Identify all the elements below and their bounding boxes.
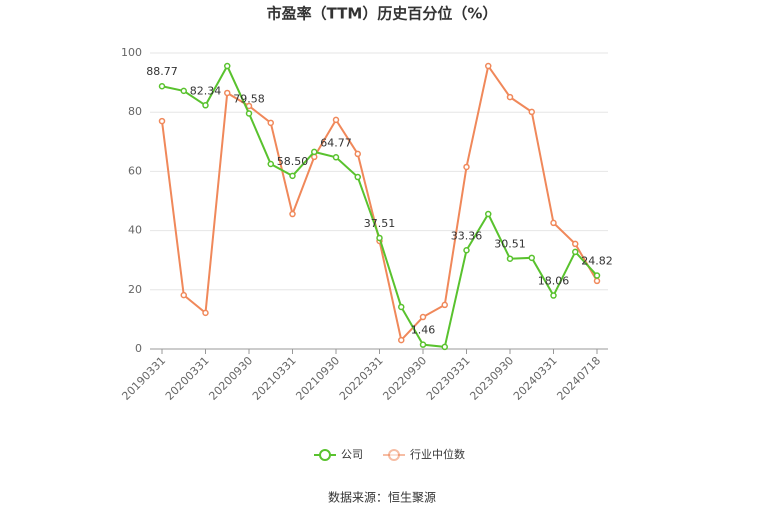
data-point — [485, 210, 492, 218]
y-tick-label: 80 — [128, 105, 142, 118]
series-line — [161, 63, 598, 349]
x-tick-label: 20230930 — [467, 354, 516, 403]
legend-label: 公司 — [341, 448, 363, 461]
data-point — [506, 255, 514, 262]
y-tick-label: 100 — [121, 46, 142, 59]
data-point — [202, 309, 209, 317]
source-note: 数据来源：恒生聚源 — [328, 490, 436, 505]
data-label: 30.51 — [494, 238, 526, 251]
series-line — [161, 63, 598, 343]
x-tick-label: 20220331 — [337, 354, 386, 403]
data-point — [376, 234, 383, 242]
data-point — [572, 248, 579, 256]
data-point — [267, 119, 274, 127]
data-point — [354, 150, 361, 158]
x-tick-label: 20190331 — [119, 354, 168, 403]
data-label: 18.06 — [538, 275, 570, 288]
data-point — [550, 292, 557, 299]
legend-label: 行业中位数 — [410, 447, 465, 461]
data-point — [180, 87, 187, 95]
data-point — [463, 163, 470, 171]
legend-marker — [388, 449, 400, 461]
data-point — [398, 336, 405, 344]
data-label: 33.36 — [451, 229, 483, 242]
data-point — [202, 102, 209, 109]
data-point — [224, 89, 231, 97]
data-point — [506, 93, 514, 101]
x-tick-label: 20200930 — [206, 354, 255, 403]
x-tick-label: 20210331 — [250, 354, 299, 403]
data-point — [419, 313, 427, 321]
data-point — [485, 62, 492, 70]
chart-title: 市盈率（TTM）历史百分位（%） — [267, 5, 498, 23]
data-point — [572, 240, 579, 248]
x-tick-label: 20210930 — [293, 354, 342, 403]
legend-marker — [319, 449, 331, 461]
data-label: 88.77 — [146, 65, 178, 78]
data-point — [463, 247, 470, 254]
data-point — [224, 62, 231, 70]
data-point — [550, 219, 557, 227]
data-label: 37.51 — [364, 217, 396, 230]
x-tick-label: 20240718 — [554, 354, 603, 403]
data-point — [332, 154, 340, 161]
data-point — [398, 303, 405, 311]
x-tick-label: 20230331 — [424, 354, 473, 403]
y-tick-label: 20 — [128, 283, 142, 296]
data-point — [332, 116, 340, 124]
data-point — [180, 291, 187, 299]
data-point — [441, 343, 448, 351]
y-tick-label: 60 — [128, 164, 142, 177]
data-point — [419, 341, 427, 348]
data-point — [158, 82, 166, 90]
data-point — [528, 108, 535, 116]
y-tick-label: 40 — [128, 224, 142, 237]
data-label: 64.77 — [320, 136, 352, 149]
data-point — [289, 210, 296, 218]
data-point — [593, 272, 601, 279]
x-tick-label: 20240331 — [511, 354, 560, 403]
data-label: 79.58 — [233, 92, 265, 105]
data-label: 1.46 — [411, 324, 436, 337]
data-label: 24.82 — [581, 255, 613, 268]
data-point — [158, 117, 166, 125]
data-point — [289, 172, 296, 180]
data-point — [528, 254, 535, 262]
data-point — [593, 277, 601, 285]
data-point — [245, 110, 253, 117]
data-point — [441, 301, 448, 309]
data-point — [354, 173, 361, 181]
data-point — [311, 148, 318, 156]
x-tick-label: 20220930 — [380, 354, 429, 403]
data-label: 82.34 — [190, 84, 222, 97]
y-tick-label: 0 — [135, 342, 142, 355]
x-tick-label: 20200331 — [163, 354, 212, 403]
data-point — [267, 160, 274, 168]
data-label: 58.50 — [277, 155, 309, 168]
